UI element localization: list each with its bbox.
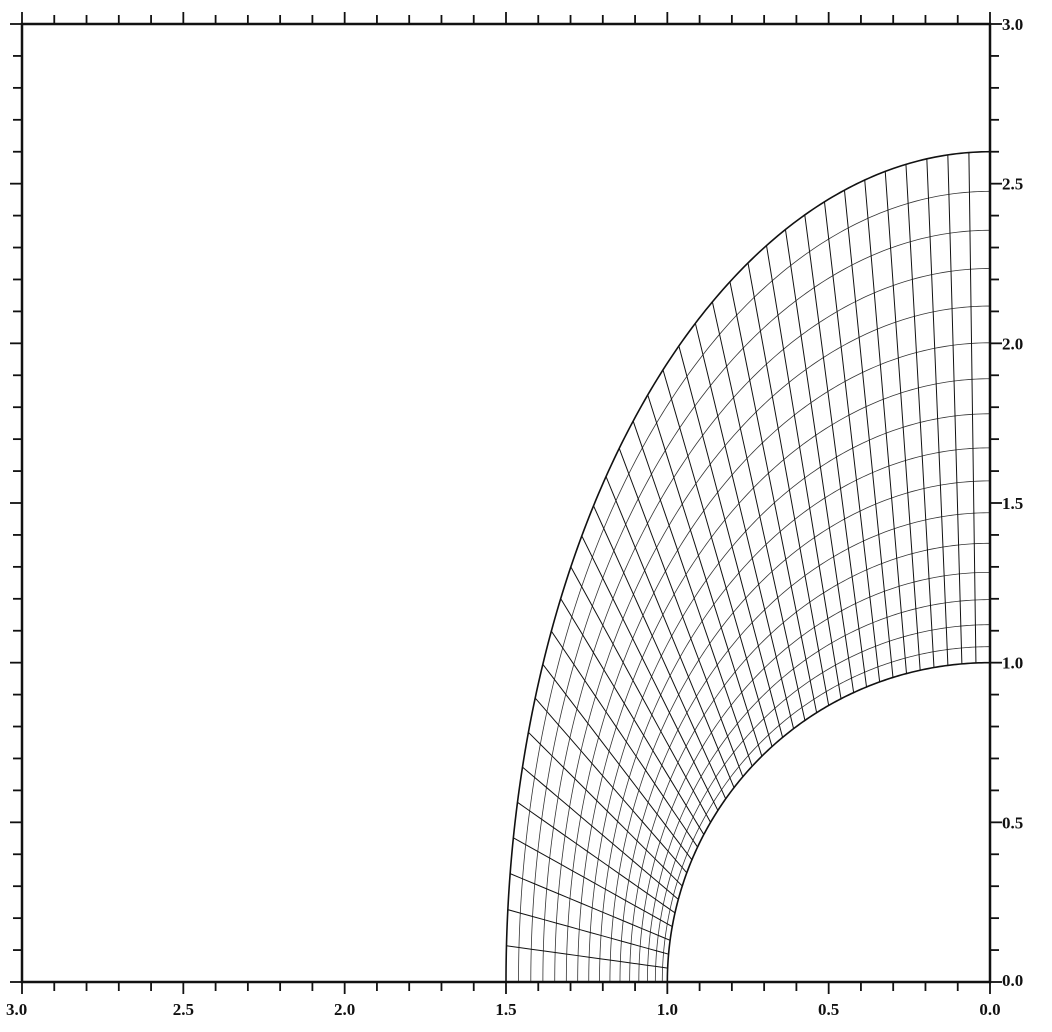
mesh-radial-line [823,201,881,682]
mesh-radial-line [711,301,806,721]
mesh-radial-line [560,598,705,835]
plot-frame [20,22,992,984]
mesh-radial-line [905,164,935,668]
mesh-ring [505,150,991,983]
mesh-radial-line [528,731,683,887]
mesh-ring [565,342,991,983]
mesh-radial-line [632,420,753,767]
mesh-radial-line [618,448,744,777]
mesh-radial-line [766,245,842,699]
mesh-radial-line [647,394,763,757]
mesh-radial-line [534,697,688,874]
mesh-ring [530,229,991,983]
mesh-radial-line [864,179,907,674]
mesh-radial-line [517,801,676,914]
x-tick-label: 1.5 [495,1000,516,1019]
mesh-ring [599,447,991,983]
axis-ticks [10,12,1002,994]
mesh-radial-line [843,190,894,678]
mesh-radial-line [678,345,784,738]
axis-tick-labels: 3.0 2.5 2.0 1.5 1.0 0.5 0.00.0 0.5 1.0 1.5 2.0 2.5 3… [6,15,1023,1019]
mesh-radial-line [506,945,668,969]
mesh-radial-line [593,505,727,800]
x-tick-label: 0.5 [818,1000,839,1019]
mesh-ring [588,413,991,983]
mesh-ring [554,305,991,983]
mesh-radial-line [729,281,818,713]
y-tick-label: 2.5 [1002,175,1023,194]
mesh-ring [542,268,991,983]
mesh-radial-line [605,476,735,788]
x-tick-label: 2.0 [334,1000,355,1019]
y-tick-label: 0.5 [1002,813,1023,832]
x-tick-label: 1.0 [657,1000,678,1019]
mesh-radial-line [947,154,963,664]
mesh-radial-line [513,837,673,927]
mesh-radial-line [747,262,830,706]
x-tick-label: 2.5 [173,1000,194,1019]
mesh-ring [518,190,991,983]
mesh-radial-line [507,909,669,955]
mesh-radial-line [968,152,977,663]
mesh-radial-line [542,663,693,861]
mesh-ring [638,571,991,983]
mesh-radial-line [804,214,868,688]
mesh-ring [666,661,991,983]
mesh-radial-line [884,171,921,671]
y-tick-label: 1.5 [1002,494,1023,513]
mesh-ring [661,646,991,983]
y-tick-label: 2.0 [1002,334,1023,353]
mesh-ring [577,378,991,983]
x-tick-label: 0.0 [979,1000,1000,1019]
mesh-radial-line [926,158,949,666]
y-tick-label: 1.0 [1002,654,1023,673]
mesh-radial-line [570,566,711,823]
mesh-radial-line [784,229,855,693]
mesh-radial-line [522,766,679,900]
mesh-radial-line [694,323,795,729]
mesh-radial-line [581,535,719,811]
x-tick-label: 3.0 [6,1000,27,1019]
mesh-radial-line [662,369,773,747]
mesh-ring [647,599,991,983]
mesh-radial-line [509,873,671,941]
mesh-radial-line [550,630,698,848]
y-tick-label: 0.0 [1002,971,1023,990]
mesh-ring [629,542,991,983]
y-tick-label: 3.0 [1002,15,1023,34]
mesh-grid [505,150,991,983]
